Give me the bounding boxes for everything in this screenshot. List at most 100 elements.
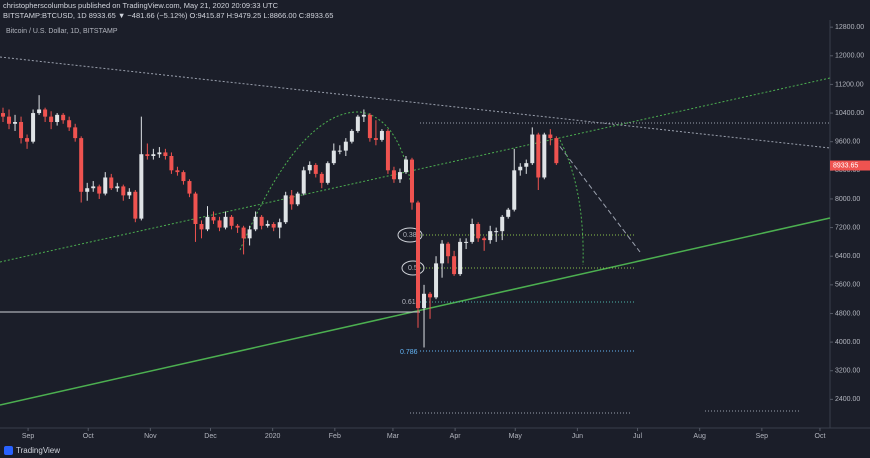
candle-body [115,186,120,189]
candle-body [500,216,505,232]
candle-body [422,293,427,309]
candle-body [259,216,264,226]
candle-body [391,170,396,180]
candle-body [127,191,132,196]
candle-body [103,177,108,194]
candle-body [361,114,366,117]
candle-body [373,138,378,140]
candle-body [325,163,330,183]
y-tick-label: 10400.00 [835,110,864,117]
candle-body [265,224,270,226]
candle-body [554,138,559,164]
logo [4,446,13,455]
drawings [0,56,831,414]
candle-body [43,109,48,117]
y-tick-label: 4000.00 [835,339,860,346]
y-tick-label: 4800.00 [835,310,860,317]
candle-body [235,225,240,228]
candle-body [121,186,126,196]
candle-body [409,159,414,203]
y-tick-label: 6400.00 [835,253,860,260]
candle-body [295,193,300,205]
candle-body [313,164,318,174]
candle-body [169,156,174,171]
candle-body [301,170,306,194]
y-tick-label: 8800.00 [835,167,860,174]
candle-body [193,193,198,224]
candle-body [289,195,294,205]
symbol-info: BITSTAMP:BTCUSD, 1D 8933.65 ▼ −481.66 (−… [3,11,333,20]
candle-body [367,114,372,139]
y-tick-label: 9600.00 [835,139,860,146]
candle-body [331,150,336,164]
candle-body [253,216,258,230]
x-tick-label: May [509,433,523,440]
candle-body [85,188,90,192]
candle-body [470,224,475,242]
candle-body [349,130,354,142]
marker [401,260,425,276]
marker [397,227,423,243]
candle-body [337,150,342,152]
x-tick-label: Sep [22,433,35,440]
x-tick-label: Aug [693,433,706,440]
candle-body [494,231,499,233]
candle-body [524,163,529,167]
candle-body [428,293,433,298]
x-tick-label: Sep [756,433,769,440]
candle-body [109,177,114,189]
candle-body [440,243,445,264]
x-tick-label: 2020 [265,433,281,440]
x-tick-label: Oct [83,433,94,440]
candle-body [163,152,168,156]
candle-body [416,202,421,309]
candle-body [385,130,390,171]
candle-body [25,138,30,142]
fib-label: 0.786 [400,349,418,356]
fib-label: 0.382 [403,232,421,239]
candle-body [211,216,216,221]
candle-body [247,229,252,239]
candle-body [145,154,150,156]
candle-body [506,209,511,217]
candle-body [458,241,463,275]
candle-body [536,134,541,178]
fib-label: 0.618 [402,299,420,306]
x-tick-label: Nov [144,433,157,440]
candle-body [488,231,493,241]
x-tick-label: Mar [387,433,400,440]
candle-body [482,238,487,241]
candle-body [452,256,457,275]
candle-body [343,141,348,151]
x-tick-label: Jun [572,433,583,440]
candle-body [446,243,451,257]
candle-body [181,172,186,182]
footer: TradingView [16,446,60,455]
candle-body [139,154,144,219]
instrument: Bitcoin / U.S. Dollar, 1D, BITSTAMP [6,28,118,35]
candle-body [1,113,6,117]
y-tick-label: 2400.00 [835,396,860,403]
candle-body [464,241,469,243]
candle-body [512,170,517,210]
fib-label: 0.5 [408,265,418,272]
candle-body [67,120,72,128]
x-tick-label: Jul [633,433,642,440]
candle-body [271,224,276,228]
y-tick-label: 11200.00 [835,81,864,88]
candle-body [13,122,18,124]
x-tick-label: Feb [329,433,341,440]
trend-line [0,77,831,263]
candle-body [151,154,156,156]
candle-body [476,224,481,239]
x-tick-label: Apr [450,433,462,440]
arc [559,139,584,266]
candle-body [73,127,78,139]
candle-body [175,170,180,173]
candle-body [283,195,288,223]
candle-body [217,220,222,228]
candle-body [518,166,523,171]
candle-body [530,134,535,164]
